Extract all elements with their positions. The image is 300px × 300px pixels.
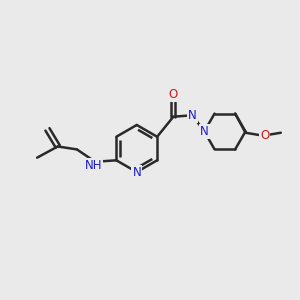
Text: O: O bbox=[169, 88, 178, 101]
Text: O: O bbox=[260, 129, 269, 142]
Text: NH: NH bbox=[85, 159, 102, 172]
Text: N: N bbox=[200, 125, 208, 138]
Text: N: N bbox=[188, 109, 197, 122]
Text: N: N bbox=[132, 166, 141, 178]
